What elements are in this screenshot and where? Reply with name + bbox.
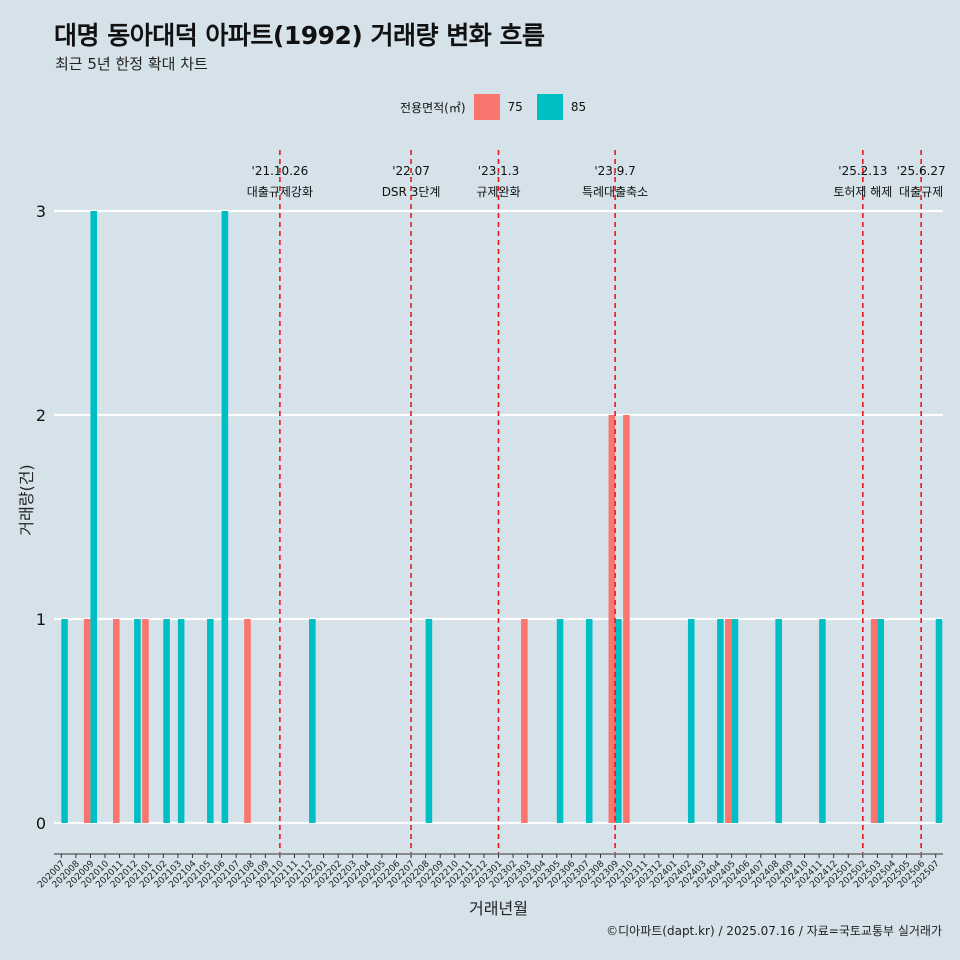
event-label: DSR 3단계 — [382, 185, 441, 199]
legend-swatch-85 — [536, 94, 563, 120]
bar-85-202507 — [935, 619, 943, 823]
bar-85-202102 — [163, 619, 170, 823]
event-label: 규제완화 — [476, 185, 520, 199]
bar-85-202105 — [207, 619, 214, 823]
bar-75-202108 — [244, 619, 251, 823]
bar-75-202310 — [623, 415, 630, 823]
bar-75-202405 — [725, 619, 732, 823]
legend-title: 전용면적(㎡) — [400, 100, 466, 115]
bar-75-202009 — [83, 619, 91, 823]
bar-85-202503 — [877, 619, 884, 823]
y-tick-label: 3 — [36, 202, 46, 221]
source-caption: ©디아파트(dapt.kr) / 2025.07.16 / 자료=국토교통부 실… — [606, 924, 942, 938]
event-date-label: '23.9.7 — [594, 164, 635, 178]
bar-85-202208 — [425, 619, 433, 823]
x-axis-title: 거래년월 — [469, 899, 528, 918]
y-tick-label: 0 — [36, 814, 46, 833]
event-date-label: '21.10.26 — [252, 164, 309, 178]
bar-85-202106 — [221, 211, 229, 823]
bar-85-202307 — [585, 619, 593, 823]
event-date-label: '25.2.13 — [838, 164, 887, 178]
event-label: 대출규제강화 — [247, 185, 313, 199]
event-date-label: '23.1.3 — [478, 164, 519, 178]
bar-85-202309 — [615, 619, 622, 823]
bar-75-202303 — [521, 619, 528, 823]
event-date-label: '22.07 — [392, 164, 430, 178]
bar-85-202009 — [90, 211, 97, 823]
bar-75-202309 — [608, 415, 616, 823]
bar-75-202101 — [142, 619, 149, 823]
bar-85-202012 — [134, 619, 141, 823]
legend-swatch-75 — [473, 94, 500, 120]
bar-85-202007 — [61, 619, 68, 823]
chart-title: 대명 동아대덕 아파트(1992) 거래량 변화 흐름 — [54, 21, 545, 50]
bar-85-202402 — [687, 619, 695, 823]
legend-label-85: 85 — [570, 100, 587, 114]
event-label: 토허제 해제 — [833, 185, 892, 199]
y-tick-label: 2 — [36, 406, 46, 425]
bar-85-202411 — [819, 619, 826, 823]
bar-85-202103 — [177, 619, 185, 823]
legend: 전용면적(㎡) 75 85 — [400, 94, 600, 120]
bar-85-202408 — [775, 619, 782, 823]
bar-85-202112 — [309, 619, 316, 823]
bar-75-202503 — [870, 619, 878, 823]
y-axis-title: 거래량(건) — [17, 464, 36, 535]
bar-75-202011 — [113, 619, 120, 823]
event-date-label: '25.6.27 — [897, 164, 946, 178]
chart-subtitle: 최근 5년 한정 확대 차트 — [55, 55, 208, 73]
bar-85-202305 — [556, 619, 564, 823]
legend-label-75: 75 — [507, 100, 523, 114]
event-label: 특례대출축소 — [582, 185, 648, 199]
event-label: 대출규제 — [899, 185, 943, 199]
bar-85-202404 — [717, 619, 724, 823]
bar-85-202405 — [731, 619, 739, 823]
y-tick-label: 1 — [36, 610, 46, 629]
